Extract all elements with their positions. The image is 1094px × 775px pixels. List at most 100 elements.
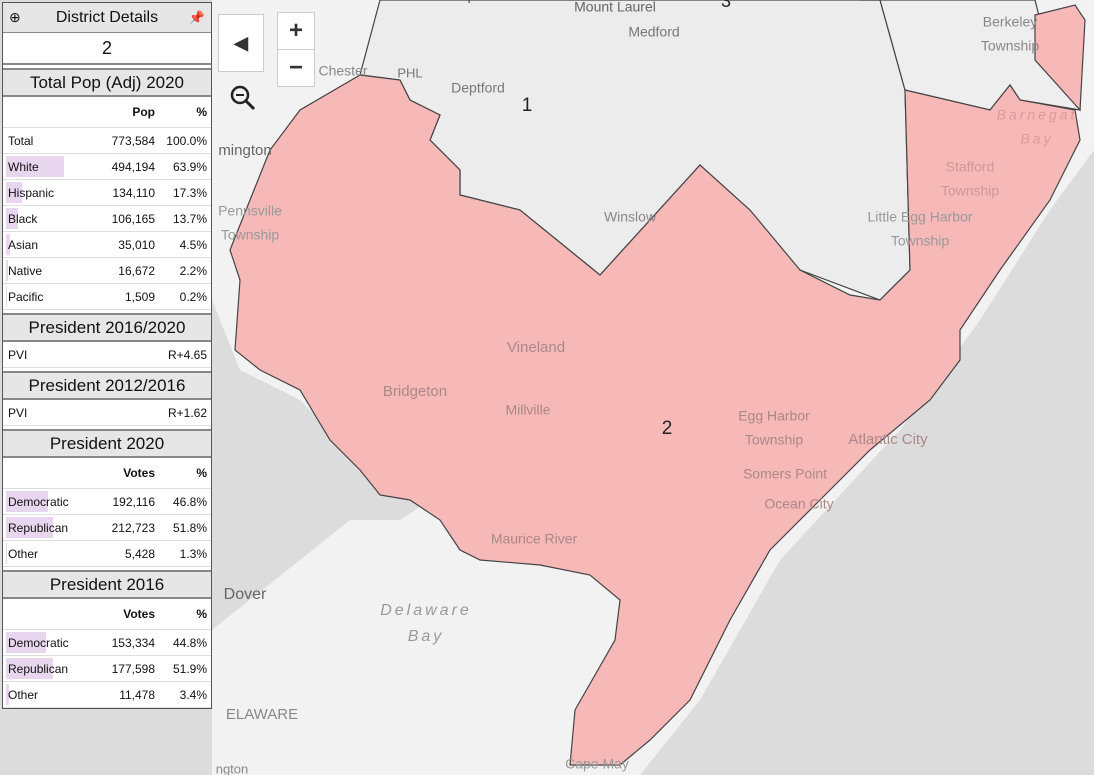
panel-header: ⊕ District Details 📌 — [3, 3, 211, 33]
map-label: Pennsville — [218, 203, 282, 219]
data-row: Total 773,584 100.0% — [3, 128, 211, 154]
map-label: Maurice River — [491, 531, 578, 547]
map-label: Little Egg Harbor — [867, 209, 972, 225]
column-header: Votes% — [3, 458, 211, 489]
cell: 3.4% — [179, 687, 207, 702]
map-label: Barnegat — [997, 107, 1078, 123]
column-label: % — [196, 607, 207, 621]
section-title: Total Pop (Adj) 2020 — [3, 68, 211, 97]
column-header: Pop% — [3, 97, 211, 128]
cell: 35,010 — [118, 237, 155, 252]
cell: 51.8% — [172, 520, 207, 535]
map-label: Vineland — [507, 339, 565, 356]
section-title: President 2012/2016 — [3, 371, 211, 400]
cell: 1.3% — [179, 546, 207, 561]
cell: 63.9% — [172, 159, 207, 174]
cell: Republican — [8, 520, 69, 535]
zoom-in[interactable]: + — [277, 12, 315, 50]
data-row: PVI R+1.62 — [3, 400, 211, 426]
cell: Republican — [8, 661, 69, 676]
map-label: Medford — [628, 24, 679, 40]
cell: 153,334 — [111, 635, 155, 650]
cell: Other — [8, 687, 39, 702]
cell: 192,116 — [112, 494, 156, 509]
data-row: Black 106,165 13.7% — [3, 206, 211, 232]
zoom-extent-icon[interactable] — [228, 83, 258, 113]
percent-bar — [6, 517, 53, 538]
column-header: Votes% — [3, 599, 211, 630]
map-label: PHL — [397, 65, 422, 80]
cell: 134,110 — [112, 185, 156, 200]
map-label: Winslow — [604, 209, 657, 225]
data-row: Native 16,672 2.2% — [3, 258, 211, 284]
cell: 4.5% — [179, 237, 207, 252]
data-row: Democratic 153,334 44.8% — [3, 630, 211, 656]
cell: 46.8% — [172, 494, 207, 509]
map-label: Egg Harbor — [738, 408, 810, 424]
map-label: Dover — [224, 586, 267, 603]
data-row: PVI R+4.65 — [3, 342, 211, 368]
section-title: President 2020 — [3, 429, 211, 458]
map-label: Township — [941, 183, 1000, 199]
cell: 2.2% — [179, 263, 207, 278]
district-2 — [229, 4, 1086, 766]
map-label: Township — [891, 233, 950, 249]
data-row: Republican 212,723 51.8% — [3, 515, 211, 541]
map-label: mington — [218, 142, 271, 159]
map-label: Somers Point — [743, 466, 827, 482]
percent-bar — [6, 684, 10, 705]
map-label: Millville — [505, 402, 550, 418]
data-row: Pacific 1,509 0.2% — [3, 284, 211, 310]
data-row: Democratic 192,116 46.8% — [3, 489, 211, 515]
data-row: Republican 177,598 51.9% — [3, 656, 211, 682]
cell: 5,428 — [124, 546, 155, 561]
cell: 1,509 — [124, 289, 155, 304]
cell: 773,584 — [111, 133, 155, 148]
map-label: Philadelphia — [414, 0, 496, 4]
cell: Asian — [8, 237, 39, 252]
percent-bar — [6, 260, 8, 281]
percent-bar — [6, 234, 11, 255]
map-label: Bridgeton — [383, 383, 447, 400]
section-title: President 2016 — [3, 570, 211, 599]
map-label: Atlantic City — [848, 431, 928, 448]
cell: 177,598 — [111, 661, 155, 676]
map-label: ELAWARE — [226, 706, 298, 723]
map-label: 3 — [721, 0, 731, 11]
panel-title: District Details — [55, 8, 159, 26]
column-label: % — [196, 466, 207, 480]
percent-bar — [6, 208, 19, 229]
cell: Pacific — [8, 289, 44, 304]
map-label: Township — [221, 227, 280, 243]
map-label: Chester — [318, 63, 367, 79]
cell: 16,672 — [118, 263, 155, 278]
cell: 11,478 — [119, 687, 155, 702]
details-panel: ⊕ District Details 📌 2 Total Pop (Adj) 202… — [2, 2, 212, 709]
cell: 51.9% — [172, 661, 207, 676]
data-row: Hispanic 134,110 17.3% — [3, 180, 211, 206]
district-number: 2 — [3, 33, 211, 65]
collapse-button[interactable]: ◀ — [218, 14, 264, 72]
cell: 106,165 — [111, 211, 155, 226]
map-label: 2 — [662, 418, 673, 439]
percent-bar — [6, 543, 8, 564]
map-label: Stafford — [946, 159, 995, 175]
percent-bar — [6, 491, 49, 512]
map-label: Berkeley — [983, 14, 1037, 30]
cell: 494,194 — [111, 159, 155, 174]
map-label: Township — [745, 432, 804, 448]
percent-bar — [6, 182, 22, 203]
zoom-out[interactable]: − — [277, 49, 315, 87]
cell: PVI — [8, 405, 28, 420]
column-label: % — [196, 105, 207, 119]
map-label: Mount Laurel — [574, 0, 656, 15]
cell: R+4.65 — [167, 347, 207, 362]
cell: Democratic — [8, 635, 69, 650]
cell: Hispanic — [8, 185, 55, 200]
cell: 100.0% — [166, 133, 207, 148]
cell: PVI — [8, 347, 28, 362]
cell: 17.3% — [172, 185, 207, 200]
map-label: 1 — [522, 95, 533, 116]
